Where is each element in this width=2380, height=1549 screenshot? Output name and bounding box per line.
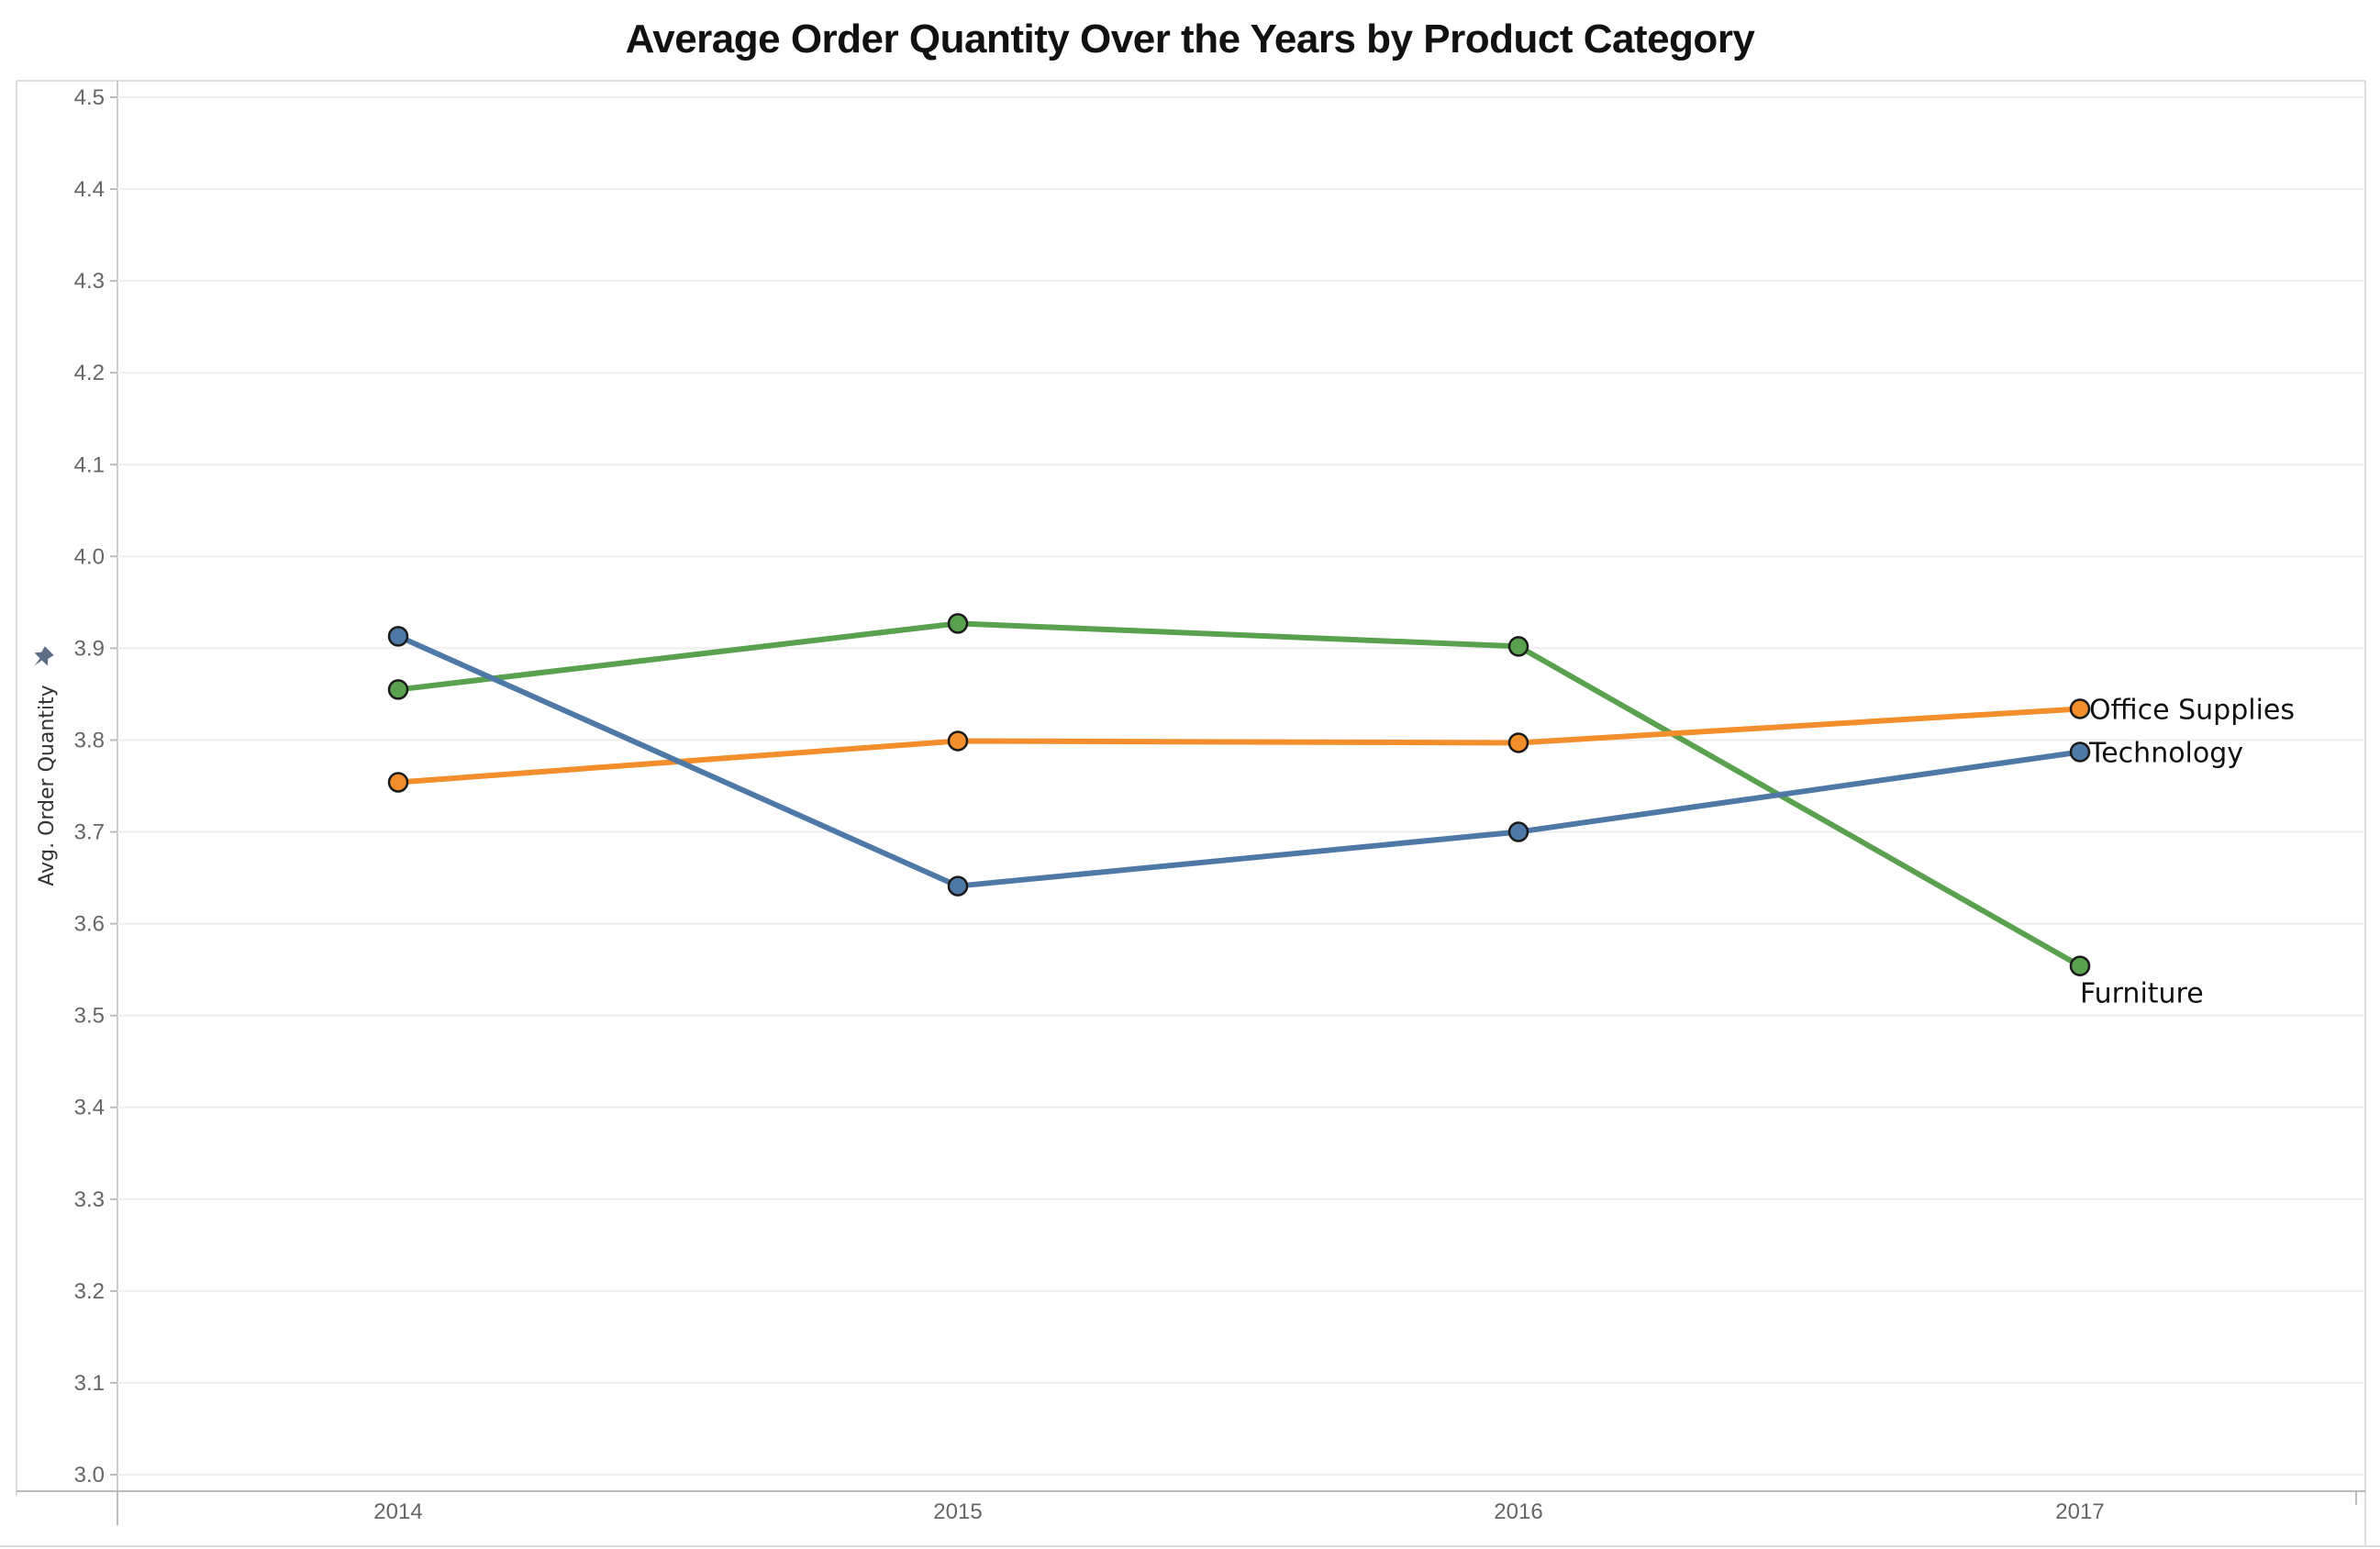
x-tick-label: 2017 (2055, 1499, 2104, 1524)
series-points (387, 613, 2091, 976)
y-tick-label: 3.6 (74, 912, 105, 937)
data-point[interactable] (2069, 698, 2091, 719)
x-tick-label: 2015 (933, 1499, 982, 1524)
y-tick-label: 4.5 (74, 85, 105, 110)
data-point[interactable] (1507, 732, 1529, 753)
series-line[interactable] (396, 633, 2081, 889)
chart-frame (0, 80, 2380, 1547)
y-tick-label: 3.1 (74, 1371, 105, 1396)
data-point[interactable] (947, 875, 969, 897)
data-point[interactable] (1507, 821, 1529, 842)
y-tick-label: 3.4 (74, 1096, 105, 1120)
y-tick-label: 4.2 (74, 361, 105, 385)
series-line[interactable] (397, 706, 2081, 786)
y-tick-label: 3.7 (74, 820, 105, 845)
x-tick-label: 2016 (1494, 1499, 1542, 1524)
data-point[interactable] (387, 626, 409, 647)
y-tick-label: 4.4 (74, 177, 105, 202)
y-tick-labels: 3.0 3.1 3.2 3.3 3.4 3.5 3.6 3.7 3.8 3.9 4.0 4.1 4.2 4… (74, 85, 117, 1488)
y-tick-label: 3.2 (74, 1279, 105, 1304)
data-point[interactable] (947, 730, 969, 752)
data-point[interactable] (947, 613, 969, 634)
y-tick-label: 3.5 (74, 1004, 105, 1029)
y-tick-label: 3.0 (74, 1463, 105, 1488)
chart-title: Average Order Quantity Over the Years by… (625, 17, 1755, 61)
y-tick-label: 4.1 (74, 452, 105, 477)
series-line[interactable] (397, 620, 2082, 969)
y-tick-label: 3.8 (74, 728, 105, 752)
series-end-labels: Furniture Office Supplies Technology (2080, 694, 2295, 1009)
y-tick-label: 3.9 (74, 636, 105, 661)
y-axis-title-group: Avg. Order Quantity (36, 685, 59, 886)
data-point[interactable] (387, 772, 409, 793)
y-tick-label: 4.3 (74, 269, 105, 294)
data-point[interactable] (2069, 955, 2091, 976)
pin-icon[interactable] (28, 644, 55, 672)
series-end-label: Office Supplies (2089, 694, 2295, 726)
data-point[interactable] (1507, 636, 1529, 657)
series-end-label: Technology (2088, 737, 2243, 769)
y-axis-title: Avg. Order Quantity (36, 685, 59, 886)
series-lines (396, 620, 2082, 969)
y-tick-label: 3.3 (74, 1187, 105, 1212)
y-tick-label: 4.0 (74, 544, 105, 569)
data-point[interactable] (2069, 741, 2091, 763)
gridlines (117, 96, 2365, 1476)
x-tick-label: 2014 (373, 1499, 422, 1524)
data-point[interactable] (387, 679, 409, 700)
x-tick-labels: 2014 2015 2016 2017 (373, 1499, 2104, 1524)
series-end-label: Furniture (2080, 978, 2204, 1010)
